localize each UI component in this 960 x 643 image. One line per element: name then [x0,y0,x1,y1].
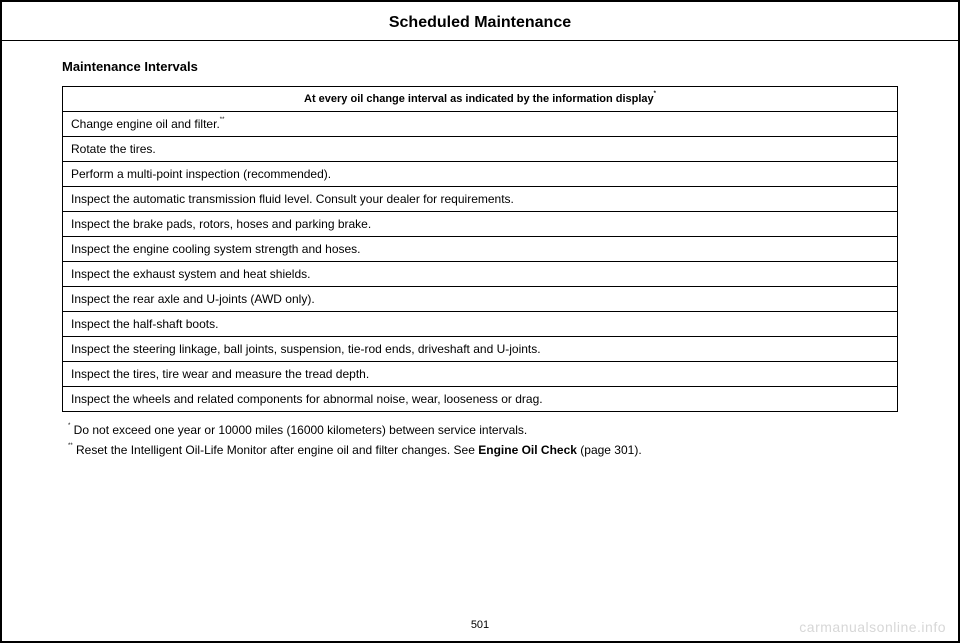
row-text: Inspect the steering linkage, ball joint… [71,342,541,356]
table-row: Inspect the wheels and related component… [63,387,898,412]
footnote-2-post: (page 301). [577,443,642,457]
row-text: Inspect the exhaust system and heat shie… [71,267,310,281]
page-title: Scheduled Maintenance [389,14,571,31]
row-text: Inspect the engine cooling system streng… [71,242,361,256]
table-row: Inspect the tires, tire wear and measure… [63,362,898,387]
row-text: Inspect the tires, tire wear and measure… [71,367,369,381]
table-row: Inspect the automatic transmission fluid… [63,187,898,212]
table-header-ref: * [654,91,656,97]
table-row: Inspect the half-shaft boots. [63,312,898,337]
row-text: Change engine oil and filter. [71,117,220,131]
footnotes: * Do not exceed one year or 10000 miles … [62,420,898,461]
row-text: Inspect the automatic transmission fluid… [71,192,514,206]
row-text: Rotate the tires. [71,142,156,156]
table-row: Inspect the exhaust system and heat shie… [63,262,898,287]
footnote-1-text: Do not exceed one year or 10000 miles (1… [70,423,527,437]
table-row: Rotate the tires. [63,137,898,162]
maintenance-table: At every oil change interval as indicate… [62,86,898,412]
page-header: Scheduled Maintenance [2,2,958,41]
row-ref: ** [220,117,225,123]
footnote-2-ref: ** [68,443,73,449]
table-row: Perform a multi-point inspection (recomm… [63,162,898,187]
table-row: Inspect the engine cooling system streng… [63,237,898,262]
footnote-2: ** Reset the Intelligent Oil-Life Monito… [62,440,898,460]
footnote-2-bold: Engine Oil Check [478,443,577,457]
table-row: Inspect the steering linkage, ball joint… [63,337,898,362]
row-text: Perform a multi-point inspection (recomm… [71,167,331,181]
table-row: Inspect the brake pads, rotors, hoses an… [63,212,898,237]
table-header-text: At every oil change interval as indicate… [304,93,654,105]
table-header-cell: At every oil change interval as indicate… [63,87,898,112]
table-row: Change engine oil and filter.** [63,112,898,137]
section-title: Maintenance Intervals [62,59,898,74]
footnote-2-pre: Reset the Intelligent Oil-Life Monitor a… [73,443,479,457]
document-page: Scheduled Maintenance Maintenance Interv… [0,0,960,643]
table-row: Inspect the rear axle and U-joints (AWD … [63,287,898,312]
footnote-1-ref: * [68,423,70,429]
footnote-1: * Do not exceed one year or 10000 miles … [62,420,898,440]
row-text: Inspect the half-shaft boots. [71,317,218,331]
row-text: Inspect the brake pads, rotors, hoses an… [71,217,371,231]
page-content: Maintenance Intervals At every oil chang… [2,41,958,461]
row-text: Inspect the rear axle and U-joints (AWD … [71,292,315,306]
row-text: Inspect the wheels and related component… [71,392,543,406]
watermark: carmanualsonline.info [799,619,946,635]
